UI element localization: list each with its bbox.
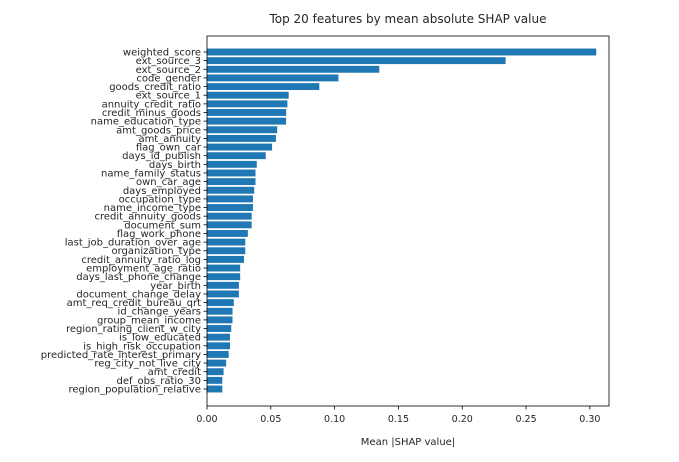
bar-days-last-phone-change — [207, 273, 241, 281]
y-tick-label: group_mean_income — [97, 315, 201, 326]
bar-code-gender — [207, 74, 339, 82]
y-tick-label: document_sum — [124, 220, 201, 231]
x-tick-label: 0.30 — [579, 414, 600, 425]
y-tick-label: last_job_duration_over_age — [65, 238, 201, 249]
y-tick-label: amt_req_credit_bureau_qrt — [67, 298, 201, 309]
bar-document-sum — [207, 221, 252, 229]
bar-ext-source-3 — [207, 57, 506, 65]
y-tick-label: days_employed — [123, 186, 201, 197]
bars-group — [207, 48, 597, 393]
y-tick-label: credit_annuity_ratio_log — [81, 255, 201, 266]
x-tick-label: 0.00 — [196, 414, 217, 425]
bar-flag-own-car — [207, 143, 273, 151]
y-tick-label: amt_credit — [148, 367, 201, 378]
y-tick-label: is_high_risk_occupation — [83, 341, 201, 352]
bar-reg-city-not-live-city — [207, 359, 227, 367]
y-tick-label: region_rating_client_w_city — [66, 324, 201, 335]
y-tick-label: days_birth — [149, 160, 201, 171]
y-tick-label: credit_minus_goods — [102, 108, 201, 119]
bar-group-mean-income — [207, 316, 233, 324]
bar-occupation-type — [207, 195, 253, 203]
chart-title: Top 20 features by mean absolute SHAP va… — [268, 12, 546, 26]
y-tick-label: flag_work_phone — [117, 229, 201, 240]
x-tick-label: 0.25 — [515, 414, 536, 425]
y-tick-label: year_birth — [150, 281, 201, 292]
y-tick-label: amt_annuity — [138, 134, 201, 145]
y-tick-label: weighted_score — [123, 48, 201, 59]
bar-days-id-publish — [207, 152, 266, 160]
y-tick-label: def_obs_ratio_30 — [117, 376, 201, 387]
bar-predicted-rate-interest-primary — [207, 350, 229, 358]
y-tick-label: is_low_educated — [119, 333, 201, 344]
bar-is-low-educated — [207, 333, 230, 341]
y-tick-label: region_population_relative — [68, 385, 201, 396]
bar-organization-type — [207, 247, 246, 255]
bar-employment-age-ratio — [207, 264, 241, 272]
bar-credit-minus-goods — [207, 109, 287, 116]
y-tick-label: ext_source_3 — [136, 56, 201, 67]
y-tick-label: occupation_type — [119, 194, 201, 205]
bar-amt-credit — [207, 368, 224, 376]
x-axis: 0.00 0.05 0.10 0.15 0.20 0.25 0.30 — [196, 406, 600, 425]
bar-amt-req-credit-bureau-qrt — [207, 299, 234, 307]
x-tick-label: 0.20 — [452, 414, 473, 425]
y-tick-label: credit_annuity_goods — [95, 212, 202, 223]
y-tick-label: flag_own_car — [136, 143, 202, 154]
bar-weighted-score — [207, 48, 597, 56]
bar-id-change-years — [207, 307, 233, 315]
y-tick-label: reg_city_not_live_city — [94, 359, 201, 370]
y-tick-label: days_id_publish — [122, 151, 201, 162]
y-tick-label: code_gender — [136, 73, 201, 84]
x-tick-label: 0.15 — [388, 414, 409, 425]
bar-own-car-age — [207, 178, 256, 186]
y-tick-label: annuity_credit_ratio — [102, 99, 201, 110]
y-tick-label: name_income_type — [104, 203, 201, 214]
bar-name-income-type — [207, 204, 253, 211]
bar-region-rating-client-w-city — [207, 325, 232, 332]
bar-year-birth — [207, 281, 239, 289]
bar-goods-credit-ratio — [207, 83, 320, 91]
bar-days-employed — [207, 186, 255, 194]
bar-document-change-delay — [207, 290, 239, 298]
x-tick-label: 0.10 — [324, 414, 345, 425]
bar-flag-work-phone — [207, 230, 248, 237]
bar-name-education-type — [207, 117, 287, 125]
x-tick-label: 0.05 — [260, 414, 281, 425]
bar-def-obs-ratio-30 — [207, 376, 223, 384]
y-tick-label: ext_source_2 — [136, 65, 201, 76]
y-tick-label: organization_type — [111, 246, 201, 257]
bar-credit-annuity-ratio-log — [207, 255, 245, 263]
bar-annuity-credit-ratio — [207, 100, 288, 108]
y-tick-label: predicted_rate_interest_primary — [41, 350, 201, 361]
y-tick-label: name_family_status — [101, 168, 201, 179]
x-axis-label: Mean |SHAP value| — [361, 437, 455, 448]
bar-amt-goods-price — [207, 126, 278, 134]
y-tick-label: amt_goods_price — [116, 125, 201, 136]
bar-last-job-duration-over-age — [207, 238, 246, 246]
bar-ext-source-1 — [207, 91, 289, 99]
y-tick-label: employment_age_ratio — [86, 264, 201, 275]
y-tick-label: document_change_delay — [76, 289, 201, 300]
y-tick-label: name_education_type — [91, 117, 201, 128]
bar-credit-annuity-goods — [207, 212, 252, 220]
y-tick-label: id_change_years — [118, 307, 201, 318]
bar-ext-source-2 — [207, 65, 380, 73]
plot-frame — [206, 35, 610, 407]
bar-amt-annuity — [207, 134, 276, 142]
y-tick-label: ext_source_1 — [136, 91, 201, 102]
y-tick-label: goods_credit_ratio — [109, 82, 201, 93]
bar-region-population-relative — [207, 385, 223, 393]
y-tick-label: own_car_age — [136, 177, 201, 188]
bar-days-birth — [207, 160, 257, 168]
bar-name-family-status — [207, 169, 256, 177]
bar-is-high-risk-occupation — [207, 342, 230, 350]
y-tick-labels: weighted_scoreext_source_3ext_source_2co… — [41, 48, 207, 396]
y-tick-label: days_last_phone_change — [76, 272, 201, 283]
